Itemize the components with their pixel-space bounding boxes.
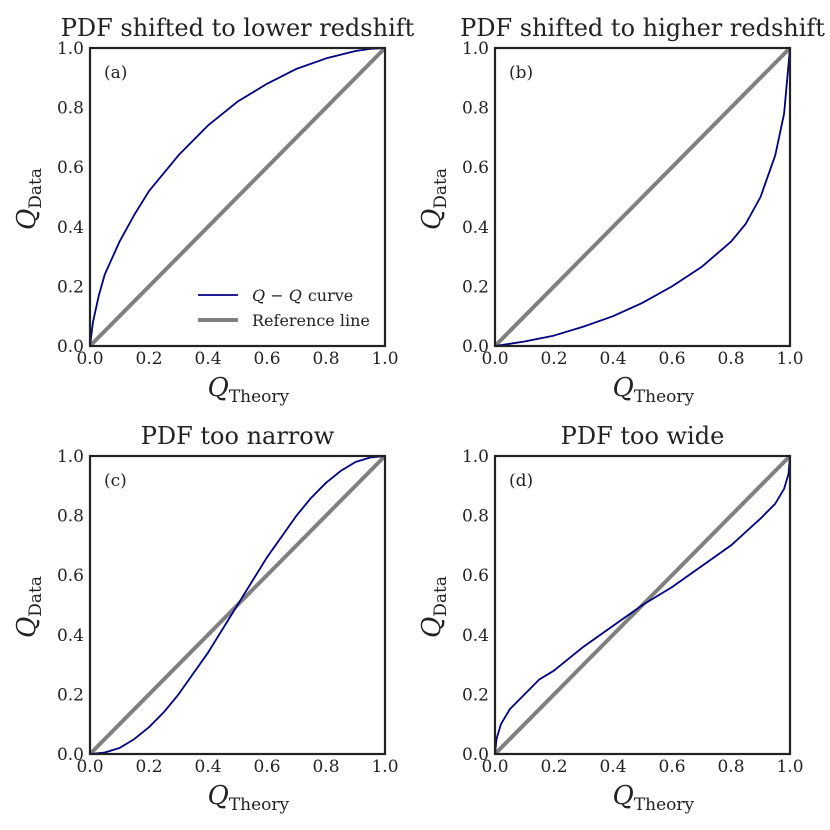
y-tick-label: 0.4 bbox=[57, 626, 84, 646]
x-tick-label: 0.4 bbox=[194, 349, 221, 369]
x-tick-label: 0.8 bbox=[312, 349, 339, 369]
x-tick-label: 0.0 bbox=[76, 757, 103, 777]
x-tick-label: 0.2 bbox=[540, 349, 567, 369]
x-axis-label: QTheory bbox=[613, 373, 695, 407]
y-axis-label: QData bbox=[417, 576, 451, 638]
y-tick-label: 0.8 bbox=[462, 507, 489, 527]
y-tick-label: 0.0 bbox=[57, 337, 84, 357]
qq-curve bbox=[494, 455, 791, 755]
y-tick-label: 0.0 bbox=[57, 745, 84, 765]
x-tick-label: 0.4 bbox=[599, 757, 626, 777]
panel-1: PDF shifted to higher redshift 0.0 0.2 0.4 0… bbox=[417, 14, 825, 407]
x-tick-label: 0.2 bbox=[135, 349, 162, 369]
y-tick-label: 0.0 bbox=[462, 337, 489, 357]
panel-letter: (d) bbox=[509, 471, 533, 491]
y-tick-label: 0.8 bbox=[57, 507, 84, 527]
y-tick-label: 0.8 bbox=[462, 99, 489, 119]
x-tick-label: 0.6 bbox=[658, 757, 685, 777]
panel-letter: (b) bbox=[509, 63, 533, 83]
x-tick-label: 1.0 bbox=[371, 757, 398, 777]
y-axis-label: QData bbox=[12, 168, 46, 230]
y-tick-label: 0.4 bbox=[462, 218, 489, 238]
y-tick-label: 0.0 bbox=[462, 745, 489, 765]
panel-2: PDF too narrow 0.0 0.2 0.4 0.6 0.8 1.0 0.0 0.2 0.… bbox=[12, 422, 399, 815]
y-tick-label: 0.6 bbox=[462, 566, 489, 586]
panel-title: PDF shifted to lower redshift bbox=[61, 14, 415, 42]
panel-letter: (a) bbox=[104, 63, 127, 83]
panel-3: PDF too wide 0.0 0.2 0.4 0.6 0.8 1.0 0.0 0.2 0.4 0… bbox=[417, 422, 804, 815]
panel-letter: (c) bbox=[104, 471, 127, 491]
reference-line bbox=[88, 46, 387, 348]
x-tick-label: 0.0 bbox=[481, 757, 508, 777]
x-tick-label: 0.0 bbox=[481, 349, 508, 369]
x-tick-label: 1.0 bbox=[776, 349, 803, 369]
y-tick-label: 1.0 bbox=[462, 447, 489, 467]
panel-title: PDF too wide bbox=[561, 422, 725, 450]
x-tick-label: 0.8 bbox=[717, 757, 744, 777]
y-tick-label: 0.2 bbox=[57, 277, 84, 297]
x-tick-label: 0.2 bbox=[540, 757, 567, 777]
x-axis-label: QTheory bbox=[208, 781, 290, 815]
y-tick-label: 0.8 bbox=[57, 99, 84, 119]
y-tick-label: 0.6 bbox=[57, 566, 84, 586]
y-tick-label: 0.6 bbox=[462, 158, 489, 178]
x-tick-label: 1.0 bbox=[371, 349, 398, 369]
x-tick-label: 0.2 bbox=[135, 757, 162, 777]
y-tick-label: 1.0 bbox=[462, 39, 489, 59]
x-axis-label: QTheory bbox=[208, 373, 290, 407]
x-tick-label: 0.4 bbox=[194, 757, 221, 777]
x-tick-label: 0.0 bbox=[76, 349, 103, 369]
y-tick-label: 1.0 bbox=[57, 39, 84, 59]
y-tick-label: 0.2 bbox=[57, 685, 84, 705]
y-axis-label: QData bbox=[417, 168, 451, 230]
y-tick-label: 0.2 bbox=[462, 685, 489, 705]
x-tick-label: 1.0 bbox=[776, 757, 803, 777]
panel-0: PDF shifted to lower redshift 0.0 0.2 0.4 0.… bbox=[12, 14, 415, 407]
panel-title: PDF too narrow bbox=[141, 422, 335, 450]
y-tick-label: 0.2 bbox=[462, 277, 489, 297]
x-tick-label: 0.8 bbox=[717, 349, 744, 369]
x-axis-label: QTheory bbox=[613, 781, 695, 815]
panel-title: PDF shifted to higher redshift bbox=[460, 14, 825, 42]
y-tick-label: 0.6 bbox=[57, 158, 84, 178]
legend-label-reference: Reference line bbox=[252, 311, 370, 330]
axes-frame bbox=[493, 46, 792, 348]
reference-line bbox=[493, 46, 792, 348]
y-tick-label: 0.4 bbox=[462, 626, 489, 646]
axes-frame bbox=[88, 454, 387, 756]
axes-frame bbox=[493, 454, 792, 756]
x-tick-label: 0.4 bbox=[599, 349, 626, 369]
qq-curve bbox=[89, 47, 386, 347]
y-tick-label: 1.0 bbox=[57, 447, 84, 467]
x-tick-label: 0.6 bbox=[253, 757, 280, 777]
x-tick-label: 0.8 bbox=[312, 757, 339, 777]
qq-curve bbox=[494, 47, 791, 347]
y-axis-label: QData bbox=[12, 576, 46, 638]
axes-frame bbox=[88, 46, 387, 348]
x-tick-label: 0.6 bbox=[253, 349, 280, 369]
qq-curve bbox=[89, 455, 386, 755]
x-tick-label: 0.6 bbox=[658, 349, 685, 369]
y-tick-label: 0.4 bbox=[57, 218, 84, 238]
